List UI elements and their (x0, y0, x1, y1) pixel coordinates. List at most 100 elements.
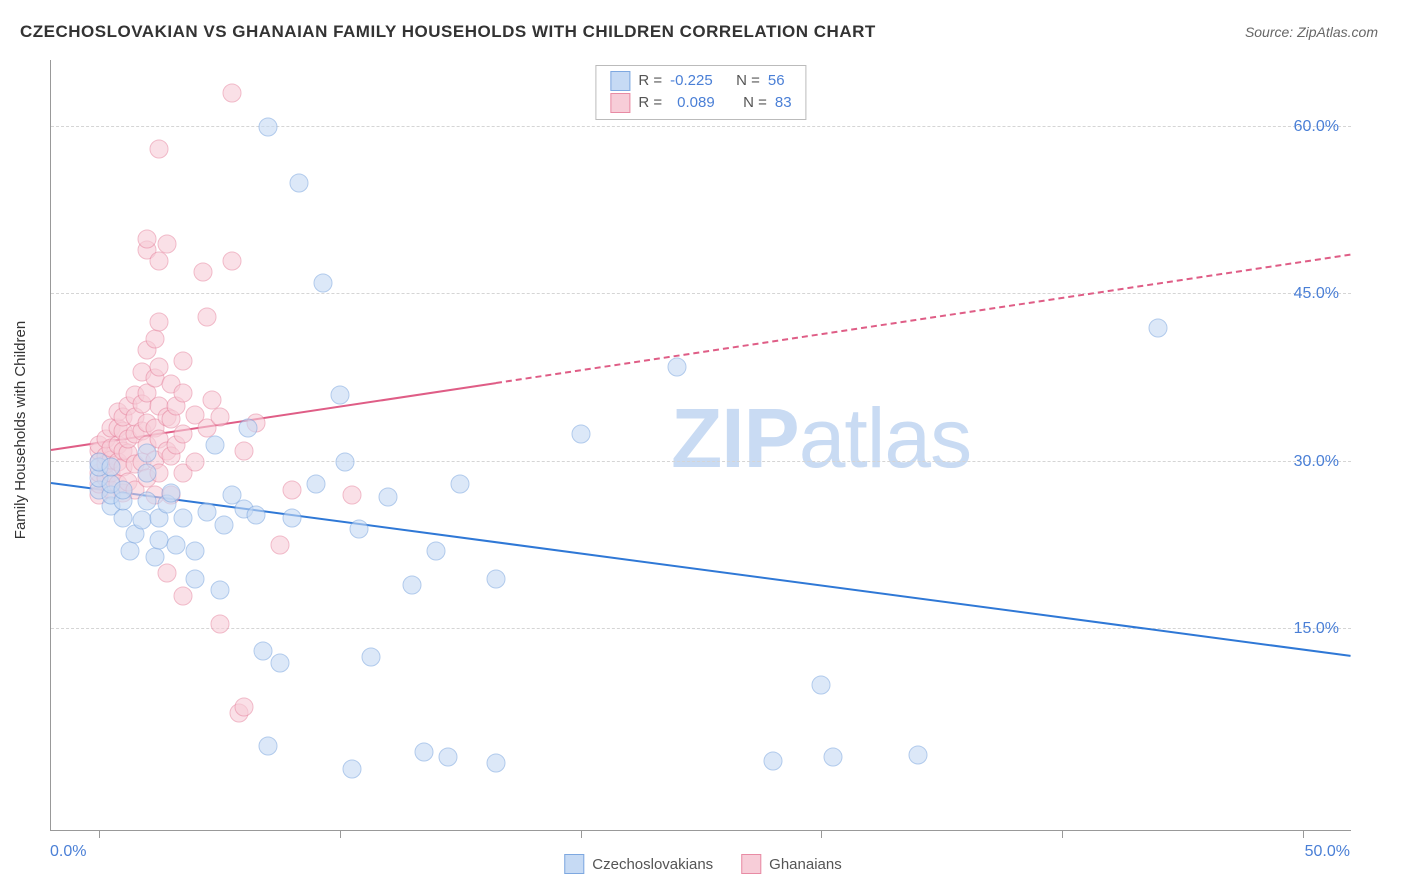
y-tick-label: 15.0% (1294, 620, 1339, 638)
data-point-czech (121, 542, 140, 561)
data-point-czech (138, 491, 157, 510)
data-point-czech (379, 488, 398, 507)
data-point-ghana (198, 307, 217, 326)
data-point-czech (335, 452, 354, 471)
data-point-ghana (150, 313, 169, 332)
data-point-czech (205, 436, 224, 455)
data-point-ghana (157, 235, 176, 254)
data-point-ghana (157, 564, 176, 583)
data-point-czech (362, 648, 381, 667)
data-point-czech (764, 751, 783, 770)
data-point-czech (1149, 318, 1168, 337)
watermark-light: atlas (799, 391, 971, 485)
data-point-czech (186, 569, 205, 588)
data-point-ghana (150, 140, 169, 159)
data-point-czech (246, 506, 265, 525)
n-label-2: N = (743, 92, 767, 114)
data-point-ghana (222, 84, 241, 103)
data-point-czech (138, 463, 157, 482)
data-point-czech (210, 581, 229, 600)
data-point-czech (114, 508, 133, 527)
data-point-ghana (174, 424, 193, 443)
data-point-czech (571, 424, 590, 443)
legend-item-ghana: Ghanaians (741, 854, 842, 874)
r-label: R = (638, 70, 662, 92)
x-tick (1303, 830, 1304, 838)
data-point-czech (487, 754, 506, 773)
data-point-czech (415, 742, 434, 761)
x-tick (821, 830, 822, 838)
x-tick (1062, 830, 1063, 838)
plot-area: ZIPatlas R = -0.225 N = 56 R = 0.089 N =… (50, 60, 1351, 831)
legend-row-czech: R = -0.225 N = 56 (610, 70, 791, 92)
data-point-ghana (342, 486, 361, 505)
gridline-h (51, 461, 1351, 462)
data-point-czech (451, 475, 470, 494)
data-point-czech (314, 274, 333, 293)
source-label: Source: ZipAtlas.com (1245, 24, 1378, 40)
swatch-czech (610, 71, 630, 91)
data-point-czech (258, 737, 277, 756)
y-axis-label: Family Households with Children (12, 321, 29, 539)
x-tick (99, 830, 100, 838)
data-point-czech (253, 642, 272, 661)
trend-line-ghana-dashed (496, 253, 1351, 383)
data-point-czech (908, 746, 927, 765)
chart-container: CZECHOSLOVAKIAN VS GHANAIAN FAMILY HOUSE… (0, 0, 1406, 892)
watermark: ZIPatlas (671, 390, 971, 487)
data-point-czech (114, 480, 133, 499)
data-point-czech (350, 519, 369, 538)
data-point-ghana (145, 330, 164, 349)
data-point-czech (289, 173, 308, 192)
data-point-ghana (138, 229, 157, 248)
data-point-ghana (174, 383, 193, 402)
x-tick-label-0: 0.0% (50, 843, 86, 861)
data-point-czech (439, 748, 458, 767)
data-point-czech (138, 443, 157, 462)
x-tick-label-50: 50.0% (1305, 843, 1350, 861)
data-point-czech (198, 502, 217, 521)
data-point-czech (239, 419, 258, 438)
data-point-czech (487, 569, 506, 588)
y-tick-label: 30.0% (1294, 453, 1339, 471)
data-point-ghana (210, 614, 229, 633)
legend-row-ghana: R = 0.089 N = 83 (610, 92, 791, 114)
data-point-czech (342, 759, 361, 778)
series-legend: Czechoslovakians Ghanaians (564, 854, 841, 874)
gridline-h (51, 293, 1351, 294)
n-value-ghana: 83 (775, 92, 792, 114)
swatch-ghana (610, 93, 630, 113)
y-tick-label: 45.0% (1294, 285, 1339, 303)
watermark-bold: ZIP (671, 391, 799, 485)
legend-label-czech: Czechoslovakians (592, 856, 713, 873)
data-point-czech (186, 542, 205, 561)
x-tick (340, 830, 341, 838)
data-point-czech (167, 536, 186, 555)
data-point-czech (215, 516, 234, 535)
data-point-ghana (150, 251, 169, 270)
data-point-ghana (210, 408, 229, 427)
gridline-h (51, 126, 1351, 127)
data-point-ghana (193, 263, 212, 282)
x-tick (581, 830, 582, 838)
correlation-legend: R = -0.225 N = 56 R = 0.089 N = 83 (595, 65, 806, 120)
swatch-czech-bottom (564, 854, 584, 874)
data-point-czech (174, 508, 193, 527)
data-point-czech (667, 357, 686, 376)
data-point-ghana (282, 480, 301, 499)
data-point-czech (270, 653, 289, 672)
n-value-czech: 56 (768, 70, 785, 92)
data-point-czech (330, 385, 349, 404)
data-point-ghana (234, 441, 253, 460)
r-label-2: R = (638, 92, 662, 114)
data-point-czech (102, 458, 121, 477)
data-point-czech (427, 542, 446, 561)
data-point-ghana (174, 352, 193, 371)
data-point-czech (812, 675, 831, 694)
r-value-ghana: 0.089 (670, 92, 735, 114)
data-point-czech (282, 508, 301, 527)
data-point-ghana (234, 698, 253, 717)
swatch-ghana-bottom (741, 854, 761, 874)
data-point-czech (403, 575, 422, 594)
data-point-czech (258, 117, 277, 136)
